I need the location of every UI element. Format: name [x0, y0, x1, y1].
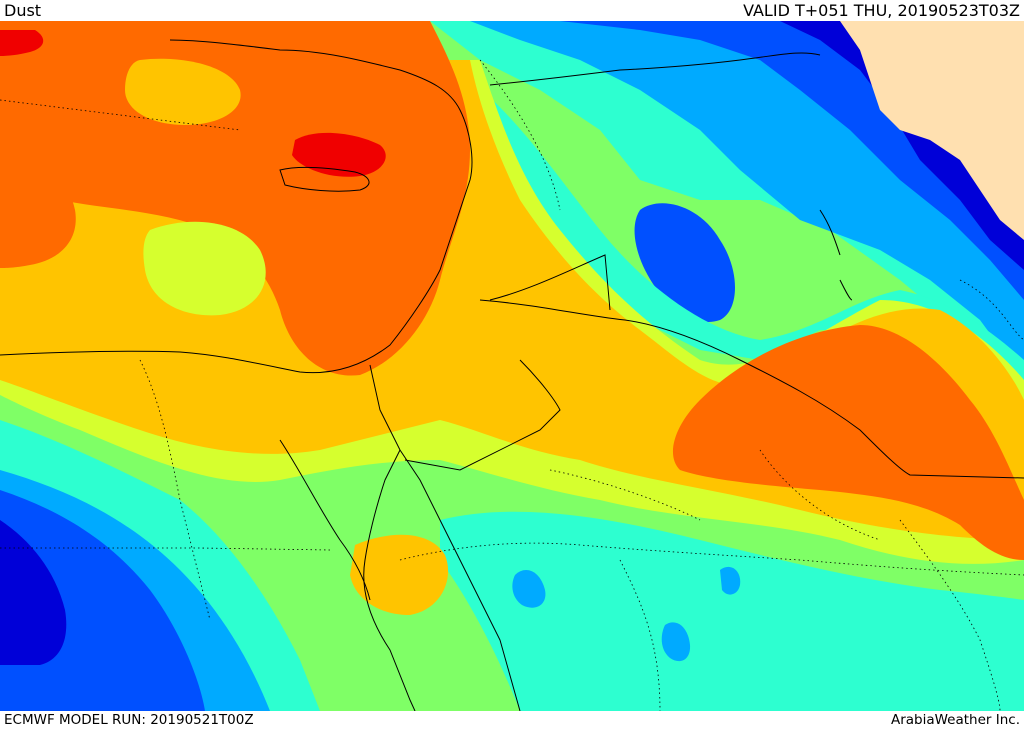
coastlines — [0, 39, 1024, 711]
field-extreme-nw — [0, 30, 44, 56]
map-title: Dust — [4, 0, 42, 20]
field-cyan-center — [470, 80, 1024, 420]
header-bar: Dust VALID T+051 THU, 20190523T03Z — [0, 0, 1024, 21]
field-blue-south-2 — [661, 622, 691, 662]
valid-time: VALID T+051 THU, 20190523T03Z — [743, 0, 1020, 20]
field-blue-south-3 — [720, 566, 741, 595]
field-very-high-north — [0, 21, 470, 376]
field-cyan-south — [440, 511, 1024, 711]
field-blue-south-1 — [512, 570, 546, 608]
field-high-hole — [125, 58, 241, 125]
footer-bar: ECMWF MODEL RUN: 20190521T00Z ArabiaWeat… — [0, 711, 1024, 729]
field-very-high-east — [672, 325, 1024, 560]
internal-borders — [0, 59, 1024, 711]
dust-map-canvas — [0, 21, 1024, 711]
field-darkest-blue-sw — [0, 520, 67, 665]
field-very-high-west — [0, 170, 76, 268]
model-run: ECMWF MODEL RUN: 20190521T00Z — [4, 712, 254, 728]
dust-map[interactable] — [0, 21, 1024, 711]
field-masked-land — [840, 21, 1024, 240]
field-elevated-hole — [143, 221, 266, 316]
field-extreme-north — [292, 132, 386, 177]
credit: ArabiaWeather Inc. — [890, 712, 1020, 728]
field-high-pocket — [350, 534, 449, 615]
